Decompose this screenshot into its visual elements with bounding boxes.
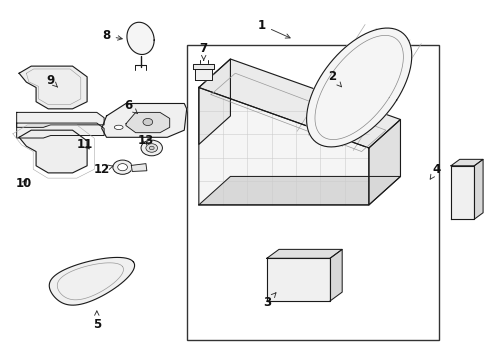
Bar	[187, 45, 440, 340]
Text: 10: 10	[16, 177, 32, 190]
Polygon shape	[127, 22, 154, 54]
Text: 7: 7	[199, 42, 208, 60]
Circle shape	[143, 118, 153, 126]
Polygon shape	[102, 103, 187, 137]
Text: 11: 11	[76, 138, 93, 151]
Polygon shape	[131, 164, 147, 171]
Polygon shape	[17, 112, 104, 127]
Polygon shape	[307, 28, 412, 147]
Polygon shape	[369, 120, 400, 205]
Polygon shape	[17, 123, 104, 138]
Ellipse shape	[114, 125, 123, 130]
Polygon shape	[126, 112, 170, 133]
Polygon shape	[195, 69, 213, 80]
Polygon shape	[267, 258, 330, 301]
Text: 13: 13	[137, 134, 153, 147]
Text: 9: 9	[47, 74, 58, 87]
Circle shape	[113, 160, 132, 174]
Text: 12: 12	[94, 163, 113, 176]
Polygon shape	[474, 159, 483, 219]
Polygon shape	[451, 166, 474, 219]
Text: 3: 3	[263, 293, 276, 309]
Polygon shape	[49, 257, 135, 305]
Circle shape	[141, 140, 162, 156]
Polygon shape	[19, 130, 87, 173]
Polygon shape	[199, 59, 230, 144]
Text: 4: 4	[430, 163, 441, 179]
Text: 2: 2	[328, 70, 342, 87]
Polygon shape	[330, 249, 342, 301]
Circle shape	[149, 146, 154, 150]
Polygon shape	[199, 59, 400, 148]
Text: 6: 6	[124, 99, 138, 114]
Circle shape	[146, 144, 158, 152]
Polygon shape	[19, 66, 87, 109]
Polygon shape	[199, 87, 369, 205]
Text: 8: 8	[102, 30, 122, 42]
Polygon shape	[451, 159, 483, 166]
Text: 1: 1	[258, 19, 290, 38]
Polygon shape	[199, 176, 400, 205]
Circle shape	[118, 164, 127, 171]
Polygon shape	[193, 64, 215, 69]
Text: 5: 5	[93, 311, 101, 330]
Polygon shape	[267, 249, 342, 258]
